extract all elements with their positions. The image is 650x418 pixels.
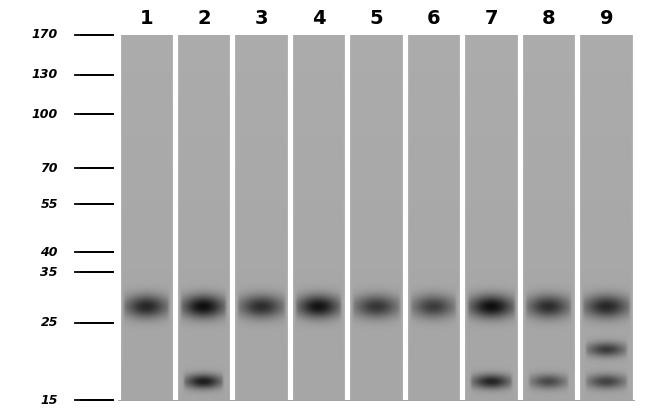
Text: 100: 100 bbox=[32, 107, 58, 120]
Text: 8: 8 bbox=[542, 8, 556, 28]
Text: 25: 25 bbox=[40, 316, 58, 329]
Text: 170: 170 bbox=[32, 28, 58, 41]
Text: 1: 1 bbox=[140, 8, 153, 28]
Text: 130: 130 bbox=[32, 69, 58, 82]
Text: 40: 40 bbox=[40, 245, 58, 258]
Text: 70: 70 bbox=[40, 161, 58, 174]
Text: 2: 2 bbox=[198, 8, 211, 28]
Text: 3: 3 bbox=[255, 8, 268, 28]
Text: 7: 7 bbox=[485, 8, 498, 28]
Text: 35: 35 bbox=[40, 265, 58, 278]
Text: 55: 55 bbox=[40, 197, 58, 211]
Text: 9: 9 bbox=[599, 8, 613, 28]
Text: 4: 4 bbox=[312, 8, 326, 28]
Text: 6: 6 bbox=[427, 8, 441, 28]
Text: 5: 5 bbox=[370, 8, 384, 28]
Text: 15: 15 bbox=[40, 393, 58, 406]
